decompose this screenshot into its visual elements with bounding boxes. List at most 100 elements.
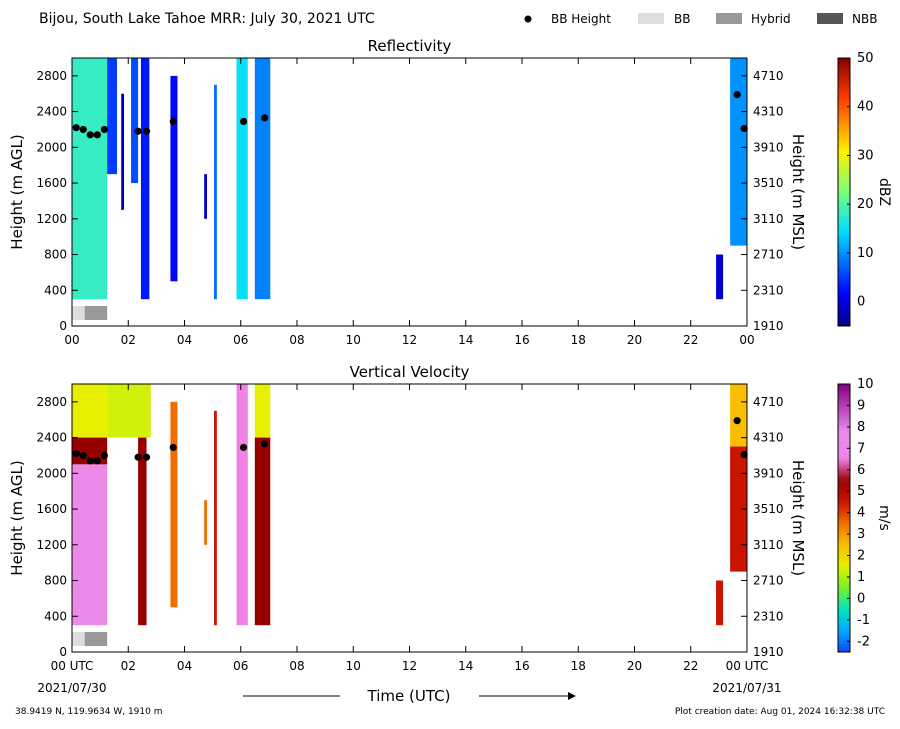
y-tick-label: 800 <box>44 248 67 262</box>
y-tick-label: 2800 <box>36 395 67 409</box>
colorbar-tick-label: 20 <box>857 197 874 212</box>
bb-height-point <box>169 117 177 126</box>
echo-column <box>236 58 248 300</box>
x-tick-label: 06 <box>233 659 248 673</box>
legend-label-bb-height: BB Height <box>551 12 611 26</box>
x-tick-label: 04 <box>177 659 192 673</box>
colorbar-tick-label: 40 <box>857 100 874 115</box>
colorbar-tick-label: 7 <box>857 441 865 456</box>
y-tick-label: 2800 <box>36 69 67 83</box>
y-axis-label-right: Height (m MSL) <box>789 460 807 576</box>
y-tick-label-right: 3110 <box>753 212 784 226</box>
y-tick-label: 1600 <box>36 502 67 516</box>
x-tick-label: 00 <box>64 333 79 347</box>
echo-column <box>254 58 271 300</box>
colorbar-tick-label: 6 <box>857 463 865 478</box>
legend-swatch-hybrid <box>716 13 742 24</box>
legend-label-nbb: NBB <box>852 12 877 26</box>
x-tick-label: 00 UTC <box>51 659 94 673</box>
echo-column <box>107 58 117 175</box>
bb-height-point <box>733 91 741 99</box>
bb-height-point <box>261 114 269 122</box>
y-tick-label: 0 <box>59 645 67 659</box>
y-tick-label: 2400 <box>36 431 67 445</box>
colorbar-label: dBZ <box>876 178 892 206</box>
bb-height-point <box>134 127 142 135</box>
x-axis-label: Time (UTC) <box>367 687 451 705</box>
x-tick-label: 08 <box>289 333 304 347</box>
legend-label-hybrid: Hybrid <box>751 12 791 26</box>
echo-column <box>236 384 248 626</box>
bb-height-point <box>79 125 87 134</box>
end-date-label: 2021/07/31 <box>712 681 781 695</box>
bb-height-point <box>100 125 108 134</box>
legend-swatch-bb <box>638 13 664 24</box>
bb-height-point <box>740 124 748 133</box>
bb-height-point <box>72 450 80 458</box>
echo-column <box>254 437 271 626</box>
x-tick-label: 20 <box>627 333 642 347</box>
x-tick-label: 22 <box>683 659 698 673</box>
y-axis-label: Height (m AGL) <box>8 460 26 575</box>
bb-height-point <box>79 451 87 460</box>
echo-column <box>730 58 747 246</box>
y-tick-label: 400 <box>44 609 67 623</box>
bb-height-point <box>100 451 108 460</box>
echo-column <box>204 500 207 545</box>
colorbar <box>837 383 851 653</box>
y-axis-label-right: Height (m MSL) <box>789 134 807 250</box>
echo-column <box>138 437 147 626</box>
y-tick-label: 2000 <box>36 466 67 480</box>
y-tick-label: 2400 <box>36 105 67 119</box>
colorbar-tick-label: 0 <box>857 591 865 606</box>
echo-column <box>107 384 151 438</box>
y-tick-label-right: 4310 <box>753 431 784 445</box>
x-tick-label: 02 <box>121 333 136 347</box>
panel-title: Reflectivity <box>368 37 452 55</box>
x-tick-label: 10 <box>346 659 361 673</box>
bb-type-strip <box>72 632 85 646</box>
echo-column <box>730 446 747 572</box>
y-tick-label: 1600 <box>36 176 67 190</box>
x-tick-label: 06 <box>233 333 248 347</box>
bb-type-strip <box>72 306 85 320</box>
bb-type-strip <box>84 632 108 646</box>
bb-height-point <box>261 440 269 448</box>
y-tick-label-right: 2710 <box>753 248 784 262</box>
x-tick-label: 00 <box>739 333 754 347</box>
x-tick-label: 00 UTC <box>726 659 769 673</box>
y-tick-label-right: 4310 <box>753 105 784 119</box>
echo-column <box>131 58 139 184</box>
y-tick-label-right: 1910 <box>753 319 784 333</box>
colorbar-tick-label: 3 <box>857 527 865 542</box>
colorbar-tick-label: 2 <box>857 549 865 564</box>
echo-column <box>716 580 724 626</box>
colorbar-tick-label: 1 <box>857 570 865 585</box>
echo-column <box>72 384 108 438</box>
echo-column <box>214 84 217 300</box>
y-tick-label-right: 2310 <box>753 609 784 623</box>
colorbar-tick-label: 4 <box>857 506 865 521</box>
y-tick-label-right: 4710 <box>753 69 784 83</box>
bb-height-point <box>93 457 101 465</box>
y-tick-label-right: 3910 <box>753 140 784 154</box>
echo-column <box>121 93 125 210</box>
y-tick-label-right: 4710 <box>753 395 784 409</box>
y-tick-label-right: 3510 <box>753 176 784 190</box>
echo-column <box>214 410 217 626</box>
y-tick-label: 1200 <box>36 538 67 552</box>
colorbar-tick-label: -2 <box>857 634 870 649</box>
y-tick-label-right: 2310 <box>753 283 784 297</box>
echo-column <box>72 58 108 300</box>
location-label: 38.9419 N, 119.9634 W, 1910 m <box>15 707 163 717</box>
echo-layer <box>72 58 747 300</box>
x-tick-label: 02 <box>121 659 136 673</box>
header-legend: BB Height BB Hybrid NBB <box>524 12 877 26</box>
y-tick-label-right: 2710 <box>753 574 784 588</box>
y-tick-label: 1200 <box>36 212 67 226</box>
y-tick-label: 0 <box>59 319 67 333</box>
colorbar-tick-label: 10 <box>857 377 874 392</box>
colorbar <box>837 57 851 327</box>
